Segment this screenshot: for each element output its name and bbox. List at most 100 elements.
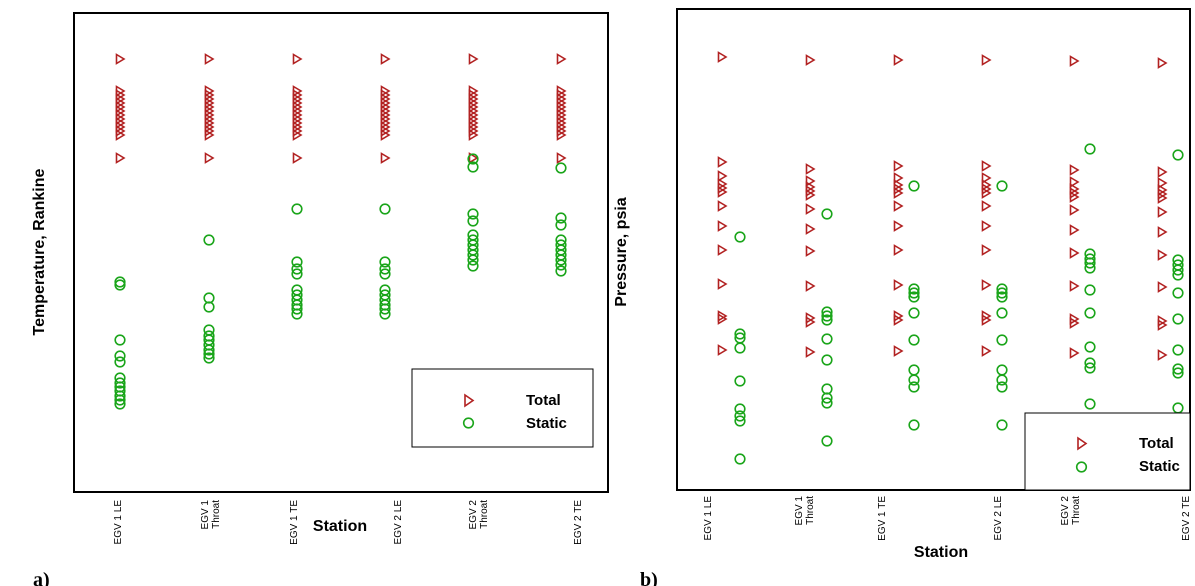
data-point-total bbox=[717, 220, 728, 232]
data-point-static bbox=[114, 334, 126, 346]
data-point-static bbox=[555, 219, 567, 231]
data-point-total bbox=[292, 152, 303, 164]
data-point-static bbox=[996, 334, 1008, 346]
data-point-static bbox=[555, 254, 567, 266]
plot-frame-pressure bbox=[676, 8, 1191, 491]
legend-label-static: Static bbox=[526, 415, 567, 432]
data-point-total bbox=[893, 160, 904, 172]
data-point-static bbox=[114, 350, 126, 362]
data-point-static bbox=[821, 310, 833, 322]
data-point-total bbox=[717, 313, 728, 325]
data-point-static bbox=[467, 215, 479, 227]
chart-pressure: EGV 1 LE EGV 1Throat EGV 1 TE EGV 2 LE EGV 2… bbox=[613, 8, 1192, 586]
data-point-static bbox=[908, 287, 920, 299]
data-point-static bbox=[996, 419, 1008, 431]
x-tick-label: EGV 1Throat bbox=[794, 496, 816, 526]
data-point-static bbox=[203, 234, 215, 246]
data-point-total bbox=[1069, 55, 1080, 67]
data-point-static bbox=[734, 403, 746, 415]
data-point-total bbox=[893, 220, 904, 232]
data-point-total bbox=[115, 152, 126, 164]
data-point-static bbox=[114, 276, 126, 288]
data-point-total bbox=[468, 152, 479, 164]
x-tick-label-line: EGV 2 LE bbox=[993, 496, 1004, 541]
x-tick-label: EGV 2Throat bbox=[1060, 496, 1082, 526]
data-point-total bbox=[556, 129, 567, 141]
x-tick-label-line: Throat bbox=[479, 500, 490, 529]
data-point-static bbox=[908, 374, 920, 386]
data-point-static bbox=[1084, 362, 1096, 374]
data-point-static bbox=[467, 260, 479, 272]
data-point-total bbox=[981, 345, 992, 357]
data-point-static bbox=[467, 161, 479, 173]
x-tick-labels: EGV 1 LE EGV 1Throat EGV 1 TE EGV 2 LE EGV 2… bbox=[113, 500, 584, 545]
data-point-total bbox=[805, 175, 816, 187]
x-tick-label: EGV 1 TE bbox=[877, 496, 888, 541]
x-tick-label-line: EGV 2 LE bbox=[393, 500, 404, 545]
data-point-static bbox=[203, 292, 215, 304]
data-point-total bbox=[115, 129, 126, 141]
data-point-total bbox=[893, 54, 904, 66]
data-point-static bbox=[996, 364, 1008, 376]
data-point-total bbox=[981, 279, 992, 291]
data-point-total bbox=[981, 314, 992, 326]
data-point-total bbox=[1069, 191, 1080, 203]
legend-box bbox=[411, 368, 594, 448]
data-point-static bbox=[1172, 344, 1184, 356]
data-point-total bbox=[292, 53, 303, 65]
x-tick-label: EGV 2 TE bbox=[573, 500, 584, 545]
x-tick-label-line: EGV 1 bbox=[794, 496, 805, 526]
data-point-total bbox=[204, 152, 215, 164]
data-point-total bbox=[1157, 249, 1168, 261]
data-point-total bbox=[204, 53, 215, 65]
data-point-total bbox=[805, 223, 816, 235]
chart-temperature: EGV 1 LE EGV 1Throat EGV 1 TE EGV 2 LE EGV 2… bbox=[31, 12, 609, 586]
data-point-static bbox=[379, 263, 391, 275]
data-point-static bbox=[996, 291, 1008, 303]
data-point-total bbox=[981, 200, 992, 212]
data-point-static bbox=[203, 344, 215, 356]
data-point-total bbox=[1157, 192, 1168, 204]
data-point-static bbox=[1172, 363, 1184, 375]
x-tick-label-line: EGV 2 bbox=[1060, 496, 1071, 526]
data-point-total bbox=[805, 245, 816, 257]
panel-label-b: b) bbox=[640, 569, 658, 586]
data-point-total bbox=[893, 187, 904, 199]
data-point-total bbox=[380, 152, 391, 164]
x-tick-label: EGV 2 LE bbox=[993, 496, 1004, 541]
data-point-total bbox=[981, 54, 992, 66]
data-point-static bbox=[467, 153, 479, 165]
x-tick-label-line: EGV 1 LE bbox=[113, 500, 124, 545]
data-point-total bbox=[1069, 224, 1080, 236]
data-point-total bbox=[893, 200, 904, 212]
data-point-total bbox=[893, 345, 904, 357]
data-point-total bbox=[292, 129, 303, 141]
data-point-total bbox=[1069, 164, 1080, 176]
data-point-static bbox=[996, 381, 1008, 393]
data-point-static bbox=[291, 203, 303, 215]
data-point-static bbox=[203, 348, 215, 360]
legend-label-total: Total bbox=[526, 392, 561, 409]
data-point-static bbox=[821, 333, 833, 345]
data-point-static bbox=[114, 394, 126, 406]
data-point-total bbox=[204, 129, 215, 141]
data-point-static bbox=[908, 419, 920, 431]
data-point-total bbox=[717, 278, 728, 290]
x-tick-label-line: EGV 1 TE bbox=[289, 500, 300, 545]
data-point-static bbox=[908, 283, 920, 295]
data-point-static bbox=[379, 308, 391, 320]
legend-box bbox=[1024, 412, 1191, 491]
x-tick-label-line: EGV 2 TE bbox=[1181, 496, 1192, 541]
data-point-total bbox=[1069, 176, 1080, 188]
data-point-static bbox=[1084, 143, 1096, 155]
legend-temperature: Total Static bbox=[411, 368, 594, 448]
x-tick-label-line: Throat bbox=[211, 500, 222, 529]
data-point-static bbox=[996, 374, 1008, 386]
data-point-static bbox=[467, 208, 479, 220]
x-tick-labels: EGV 1 LE EGV 1Throat EGV 1 TE EGV 2 LE EGV 2… bbox=[703, 496, 1192, 541]
data-point-static bbox=[1084, 284, 1096, 296]
data-point-static bbox=[114, 390, 126, 402]
legend-marker-static bbox=[462, 417, 475, 429]
data-point-total bbox=[1069, 204, 1080, 216]
data-point-total bbox=[893, 244, 904, 256]
